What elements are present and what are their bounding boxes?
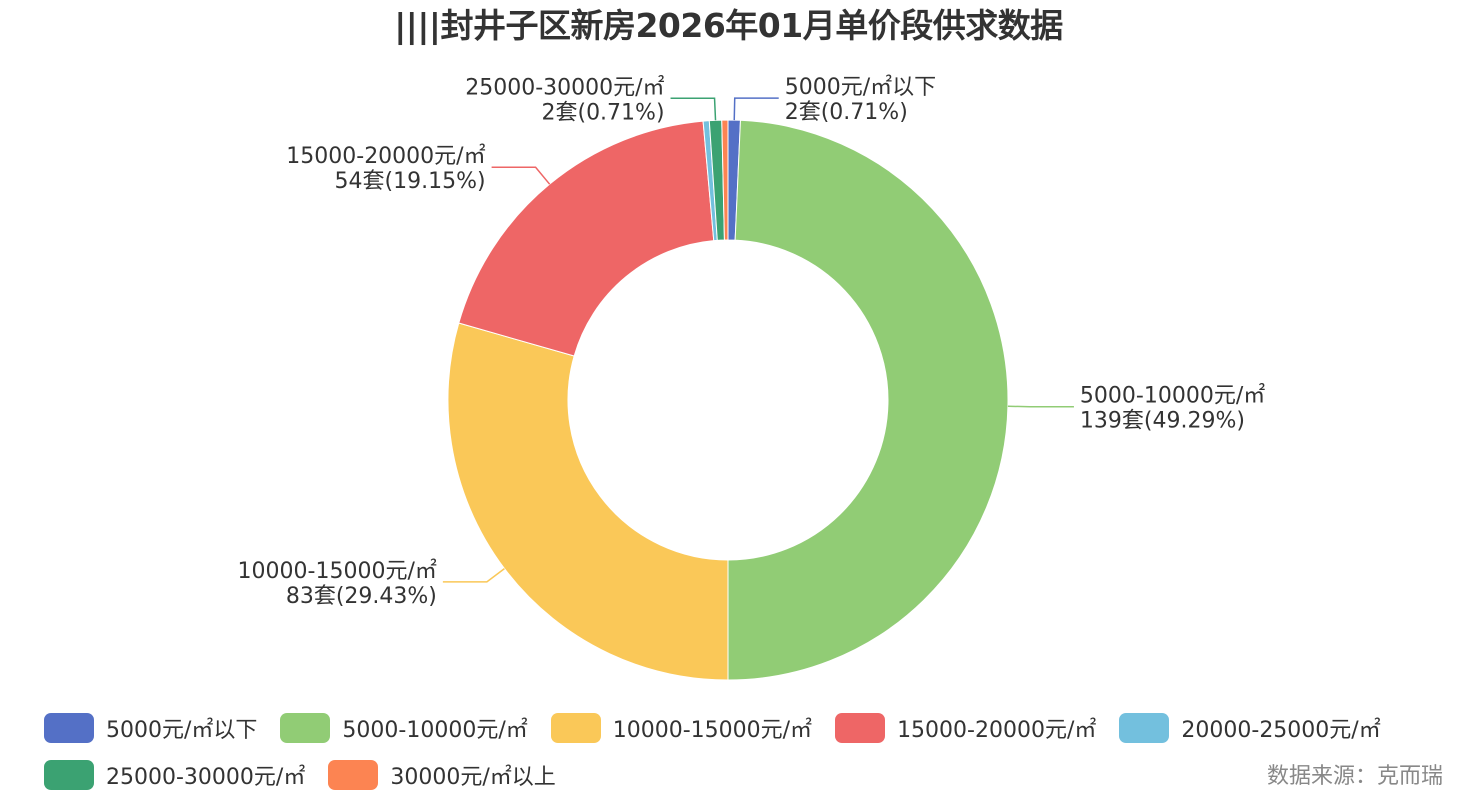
label-leader-line-3 — [491, 166, 551, 185]
legend-swatch — [835, 713, 886, 743]
legend-swatch — [550, 713, 601, 743]
legend-item[interactable]: 30000元/㎡以上 — [328, 759, 556, 791]
chart-title: ||||封井子区新房2026年01月单价段供求数据 — [394, 6, 1063, 45]
legend-item[interactable]: 15000-20000元/㎡ — [835, 712, 1096, 744]
slice-label-2-category: 10000-15000元/㎡ — [238, 558, 437, 584]
slice-label-0-category: 5000元/㎡以下 — [785, 74, 936, 100]
legend-swatch — [44, 760, 94, 790]
slice-label-3-category: 15000-20000元/㎡ — [286, 143, 485, 169]
slice-label-5-value: 2套(0.71%) — [541, 100, 664, 125]
data-source-note: 数据来源：克而瑞 — [1266, 764, 1443, 789]
legend-label: 25000-30000元/㎡ — [106, 765, 306, 790]
legend-swatch — [1119, 713, 1170, 743]
legend-item[interactable]: 20000-25000元/㎡ — [1119, 712, 1381, 744]
legend-item[interactable]: 5000-10000元/㎡ — [280, 712, 528, 744]
legend-item[interactable]: 5000元/㎡以下 — [44, 712, 257, 744]
label-leader-line-0 — [733, 97, 779, 121]
pie-slice-1[interactable] — [727, 119, 1009, 681]
pie-slice-6[interactable] — [721, 119, 729, 241]
legend-row-2: 25000-30000元/㎡ 30000元/㎡以上 — [44, 758, 579, 792]
legend-swatch — [328, 760, 379, 790]
pie-slice-3[interactable] — [458, 120, 715, 357]
slice-label-5-category: 25000-30000元/㎡ — [465, 74, 664, 100]
label-leader-line-5 — [670, 97, 717, 121]
legend-item[interactable]: 10000-15000元/㎡ — [550, 712, 813, 744]
slice-label-1-category: 5000-10000元/㎡ — [1080, 383, 1265, 409]
legend-swatch — [44, 713, 94, 743]
legend-label: 15000-20000元/㎡ — [897, 718, 1097, 743]
slice-label-3-value: 54套(19.15%) — [335, 169, 486, 194]
label-leader-line-2 — [442, 567, 505, 583]
chart-title-container: ||||封井子区新房2026年01月单价段供求数据 — [0, 2, 1457, 50]
legend-swatch — [280, 713, 331, 743]
pie-slice-2[interactable] — [447, 322, 729, 681]
slice-label-0-value: 2套(0.71%) — [785, 100, 908, 125]
legend-label: 10000-15000元/㎡ — [612, 718, 813, 743]
legend-label: 5000元/㎡以下 — [106, 718, 258, 743]
legend-row-1: 5000元/㎡以下 5000-10000元/㎡ 10000-15000元/㎡ 1500… — [44, 711, 1404, 745]
legend-item[interactable]: 25000-30000元/㎡ — [44, 759, 305, 791]
slice-label-2-value: 83套(29.43%) — [286, 584, 437, 609]
legend-label: 5000-10000元/㎡ — [342, 718, 528, 743]
slice-label-1-value: 139套(49.29%) — [1080, 409, 1245, 434]
legend-label: 20000-25000元/㎡ — [1181, 718, 1381, 743]
legend-label: 30000元/㎡以上 — [390, 765, 556, 790]
